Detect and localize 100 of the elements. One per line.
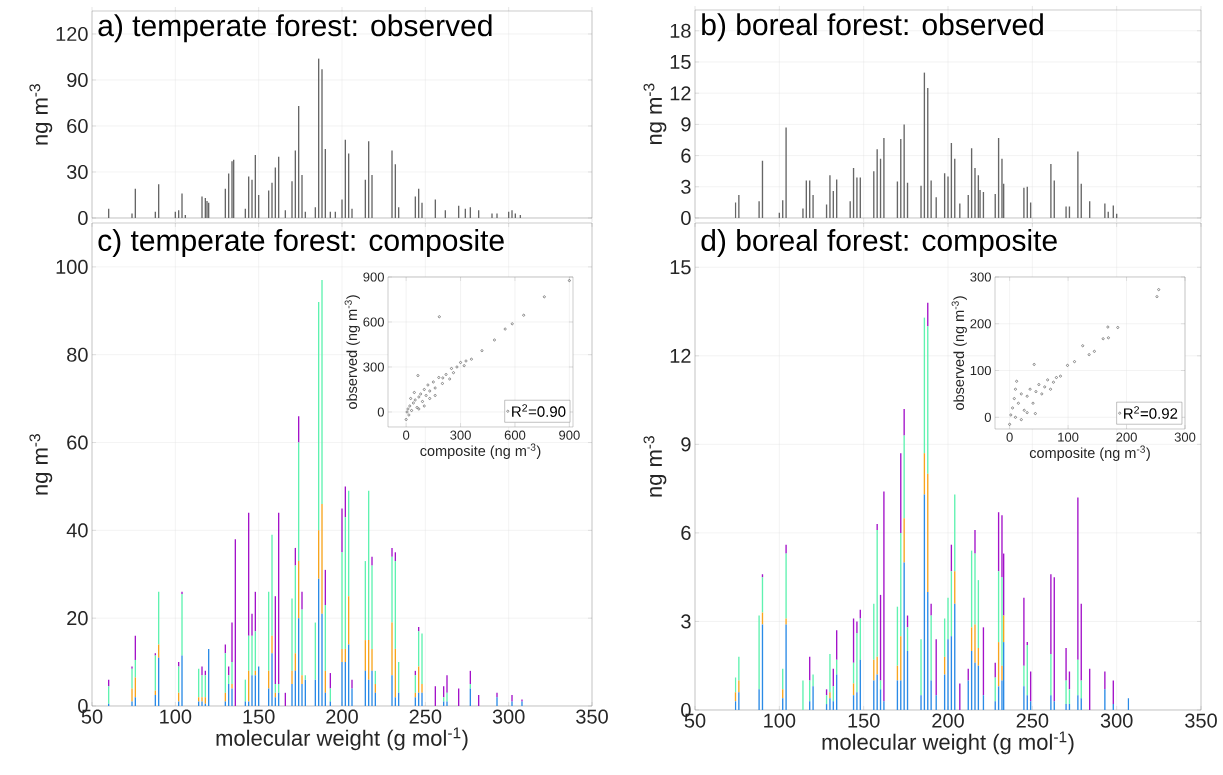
point <box>1022 408 1026 412</box>
y-tick-label: 60 <box>67 435 88 450</box>
point <box>1025 394 1029 398</box>
y-tick-label: 100 <box>56 259 88 274</box>
legend-label: R$^{2}$=0.90 <box>512 404 566 417</box>
point <box>1055 376 1058 379</box>
x-tick-label: 200 <box>932 713 964 728</box>
point <box>455 365 459 369</box>
y-tick-label: 6 <box>681 525 691 540</box>
point <box>407 413 411 417</box>
y-axis-title: ng m$^{-3}$ <box>643 436 667 497</box>
point <box>405 410 409 414</box>
x-tick-label: 0 <box>403 430 410 440</box>
x-tick-label: 200 <box>326 709 358 724</box>
point <box>433 386 437 390</box>
point <box>480 349 484 352</box>
point <box>438 315 441 319</box>
y-tick-label: 0 <box>377 407 384 417</box>
point <box>1009 413 1013 417</box>
x-tick-label: 100 <box>1058 432 1079 442</box>
chart-title: c) temperate forest: composite <box>98 229 504 257</box>
x-tick-label: 300 <box>1174 432 1196 442</box>
point <box>426 383 430 387</box>
point <box>1066 364 1069 367</box>
point <box>441 376 445 380</box>
point <box>413 391 416 394</box>
point <box>408 404 412 408</box>
y-tick-label: 600 <box>363 317 384 327</box>
point <box>1011 406 1014 410</box>
x-tick-label: 300 <box>1100 713 1133 728</box>
y-axis-title: ng m$^{-3}$ <box>29 434 53 495</box>
x-axis-title: composite (ng m$^{-3}$) <box>420 443 541 459</box>
point <box>444 373 448 376</box>
x-tick-label: 0 <box>1006 432 1013 442</box>
point <box>543 295 546 299</box>
x-tick-label: 350 <box>576 709 608 724</box>
point <box>510 322 514 326</box>
point <box>1107 336 1110 340</box>
y-tick-label: 15 <box>670 55 691 69</box>
y-tick-label: 12 <box>670 348 691 363</box>
point <box>422 404 426 408</box>
y-tick-label: 90 <box>67 72 88 88</box>
y-tick-label: 3 <box>681 179 691 194</box>
x-tick-label: 100 <box>764 713 796 728</box>
y-tick-label: 0 <box>984 412 991 422</box>
point <box>1020 392 1023 396</box>
point <box>1087 353 1091 356</box>
point <box>1013 397 1016 400</box>
point <box>1008 423 1011 426</box>
x-tick-label: 200 <box>1116 432 1137 442</box>
x-tick-label: 900 <box>559 430 580 440</box>
point <box>568 279 571 282</box>
x-axis-title: composite (ng m$^{-3}$) <box>1029 445 1150 461</box>
point <box>419 392 422 396</box>
point <box>1028 387 1032 391</box>
y-tick-label: 900 <box>363 272 384 282</box>
y-tick-label: 40 <box>66 523 88 538</box>
y-tick-label: 20 <box>67 611 88 626</box>
y-axis-title: ng m$^{-3}$ <box>29 84 53 145</box>
point <box>422 388 426 391</box>
point <box>1034 390 1038 393</box>
point <box>1040 392 1044 396</box>
y-tick-label: 0 <box>681 210 691 226</box>
point <box>424 394 428 397</box>
point <box>441 382 444 385</box>
y-tick-label: 60 <box>67 118 88 134</box>
point <box>503 327 507 331</box>
point <box>1020 418 1023 421</box>
chart-title: a) temperate forest: observed <box>98 14 492 43</box>
point <box>1037 383 1041 386</box>
point <box>1014 387 1017 391</box>
point <box>428 389 432 393</box>
point <box>1032 363 1036 366</box>
point <box>1157 288 1160 291</box>
point <box>410 409 413 412</box>
point <box>1043 385 1046 389</box>
x-tick-label: 150 <box>848 713 880 728</box>
y-tick-label: 300 <box>363 362 384 372</box>
x-axis-title: molecular weight (g mol$^{-1}$) <box>216 727 468 751</box>
point <box>1059 374 1062 378</box>
x-tick-label: 150 <box>243 709 275 724</box>
chart-title: d) boreal forest: composite <box>701 229 1057 258</box>
y-tick-label: 15 <box>670 260 691 275</box>
point <box>1017 401 1020 405</box>
y-tick-label: 12 <box>670 86 691 101</box>
x-tick-label: 250 <box>409 709 442 724</box>
y-tick-label: 9 <box>681 437 691 452</box>
point <box>1031 401 1035 405</box>
x-tick-label: 350 <box>1185 713 1217 728</box>
point <box>1015 379 1018 383</box>
point <box>450 367 453 370</box>
x-tick-label: 300 <box>492 709 525 724</box>
point <box>412 401 415 405</box>
point <box>1155 295 1159 298</box>
point <box>417 395 421 399</box>
point <box>1106 325 1110 329</box>
point <box>432 380 435 384</box>
point <box>1081 344 1084 348</box>
y-tick-label: 80 <box>67 347 88 362</box>
point <box>1046 378 1049 382</box>
